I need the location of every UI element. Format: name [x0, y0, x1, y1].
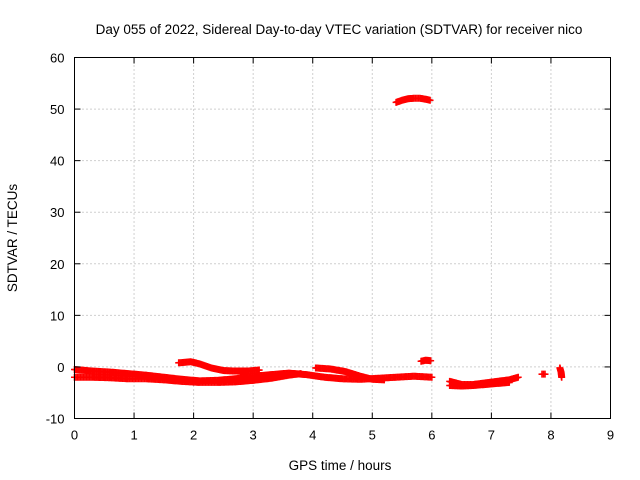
y-tick-label: 40: [50, 154, 64, 169]
series-I: [538, 370, 549, 378]
series-H: [446, 378, 513, 390]
data-point: [505, 378, 513, 386]
x-tick-label: 0: [71, 428, 78, 443]
plot-frame: [74, 57, 611, 419]
series-C: [175, 358, 263, 375]
y-tick-label: 20: [50, 257, 64, 272]
x-tick-label: 3: [250, 428, 257, 443]
data-point: [380, 376, 388, 384]
x-tick-label: 4: [309, 428, 316, 443]
y-tick-label: 0: [57, 360, 64, 375]
x-tick-label: 1: [130, 428, 137, 443]
grid-lines: [74, 57, 611, 419]
x-axis-ticks: 0 1 2 3 4 5 6 7 8 9: [71, 57, 614, 443]
data-point: [426, 96, 434, 104]
data-point: [428, 373, 436, 381]
series-F: [417, 356, 435, 365]
data-point: [514, 373, 522, 381]
x-axis-label: GPS time / hours: [289, 458, 392, 473]
data-point: [427, 357, 435, 365]
x-tick-label: 8: [547, 428, 554, 443]
x-tick-label: 7: [488, 428, 495, 443]
data-point: [297, 370, 305, 378]
series-D: [312, 364, 388, 384]
data-point: [541, 370, 549, 378]
y-axis-ticks: -10 0 10 20 30 40 50 60: [46, 51, 611, 427]
x-tick-label: 2: [190, 428, 197, 443]
y-tick-label: 60: [50, 51, 64, 66]
series-E: [392, 94, 434, 106]
y-tick-label: 30: [50, 205, 64, 220]
y-tick-label: 50: [50, 102, 64, 117]
x-tick-label: 9: [607, 428, 614, 443]
chart-title: Day 055 of 2022, Sidereal Day-to-day VTE…: [96, 22, 583, 37]
data-point: [558, 373, 566, 381]
x-tick-label: 6: [428, 428, 435, 443]
data-point: [255, 366, 263, 374]
y-axis-label: SDTVAR / TECUs: [5, 184, 20, 293]
y-tick-label: 10: [50, 308, 64, 323]
x-tick-label: 5: [369, 428, 376, 443]
series-B: [71, 370, 305, 386]
y-tick-label: -10: [46, 412, 65, 427]
series-J: [556, 364, 566, 381]
data-points: [71, 94, 566, 390]
